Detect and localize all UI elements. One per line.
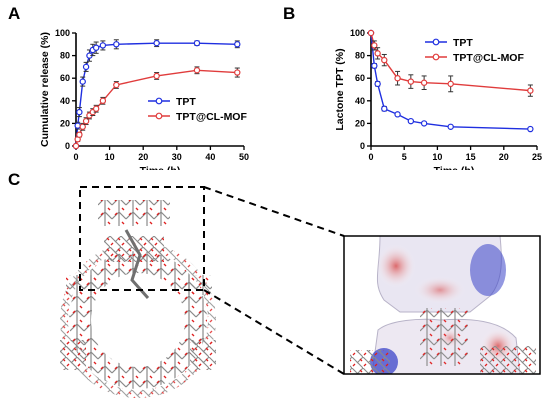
data-point — [92, 44, 100, 51]
y-tick-label: 60 — [60, 73, 70, 83]
legend-label: TPT@CL-MOF — [176, 111, 247, 123]
x-tick-label: 0 — [73, 152, 78, 162]
molecular-structure-figure — [60, 186, 541, 398]
x-axis-label: Time (h) — [434, 165, 475, 170]
data-point — [527, 87, 534, 94]
data-point — [381, 56, 388, 64]
y-tick-label: 60 — [355, 73, 365, 83]
framework-top-fragment — [98, 200, 170, 299]
data-point — [371, 62, 378, 69]
data-point — [381, 105, 388, 112]
series-tpt — [72, 39, 241, 150]
data-point — [113, 41, 120, 48]
data-point — [92, 105, 100, 112]
data-point — [394, 111, 401, 118]
y-tick-label: 20 — [60, 118, 70, 128]
y-tick-label: 40 — [60, 96, 70, 106]
chart-a-cumulative-release: 0 10 20 30 40 50 0 20 40 60 80 100 Time (h) Cumulativ… — [39, 28, 249, 170]
x-tick-label: 10 — [105, 152, 115, 162]
x-tick-label: 0 — [368, 152, 373, 162]
x-tick-label: 15 — [466, 152, 476, 162]
panel-label-c: C — [8, 170, 21, 189]
data-point — [527, 125, 534, 133]
data-point — [394, 74, 401, 82]
data-point — [374, 80, 381, 88]
series-tpt-cl-mof — [367, 29, 534, 97]
data-point — [407, 117, 415, 125]
data-point — [367, 29, 375, 37]
data-point — [447, 80, 454, 88]
y-axis-label: Cumulative release (%) — [39, 32, 51, 147]
y-tick-label: 100 — [55, 28, 70, 38]
data-point — [420, 120, 428, 127]
legend-marker — [155, 112, 163, 120]
y-tick-label: 40 — [355, 96, 365, 106]
data-point — [79, 123, 86, 130]
panel-label-b: B — [283, 4, 296, 23]
x-tick-label: 25 — [532, 152, 542, 162]
zoom-connector-bottom — [203, 289, 345, 375]
x-tick-label: 5 — [402, 152, 407, 162]
data-point — [193, 67, 201, 74]
legend-marker — [432, 38, 440, 46]
series-tpt-cl-mof — [72, 66, 241, 150]
x-tick-label: 20 — [499, 152, 509, 162]
data-point — [407, 78, 415, 85]
y-tick-label: 20 — [355, 118, 365, 128]
data-point — [420, 79, 428, 86]
x-tick-label: 30 — [172, 152, 182, 162]
data-point — [99, 42, 107, 49]
data-point — [234, 41, 241, 48]
series-line — [75, 69, 238, 147]
legend-label: TPT — [453, 37, 473, 49]
y-tick-label: 80 — [60, 51, 70, 61]
data-point — [193, 39, 201, 47]
framework-ring — [60, 242, 216, 398]
x-tick-label: 10 — [432, 152, 442, 162]
legend-label: TPT@CL-MOF — [453, 52, 524, 64]
y-axis-label: Lactone TPT (%) — [334, 48, 346, 130]
panel-label-a: A — [8, 4, 21, 23]
data-point — [374, 50, 381, 57]
zoom-connector-top — [203, 186, 345, 237]
data-point — [74, 122, 81, 129]
legend-label: TPT — [176, 96, 196, 108]
data-point — [113, 81, 120, 89]
x-tick-label: 20 — [138, 152, 148, 162]
data-point — [76, 131, 83, 138]
zoom-inset — [343, 235, 541, 375]
data-point — [79, 78, 86, 85]
selection-box — [79, 186, 205, 291]
series-tpt — [367, 29, 534, 133]
y-tick-label: 0 — [360, 141, 365, 151]
data-point — [99, 97, 107, 105]
y-tick-label: 0 — [65, 141, 70, 151]
legend-marker — [432, 53, 440, 61]
data-point — [371, 42, 378, 49]
data-point — [153, 72, 160, 80]
data-point — [82, 63, 90, 71]
x-tick-label: 40 — [205, 152, 215, 162]
data-point — [82, 117, 90, 125]
y-tick-label: 80 — [355, 51, 365, 61]
data-point — [447, 123, 454, 130]
data-point — [234, 69, 241, 76]
x-axis-label: Time (h) — [140, 165, 181, 170]
data-point — [76, 108, 83, 116]
data-point — [153, 39, 160, 47]
x-tick-label: 50 — [239, 152, 249, 162]
y-tick-label: 100 — [350, 28, 365, 38]
data-point — [72, 142, 80, 150]
legend-marker — [155, 97, 163, 105]
chart-b-lactone-tpt: 0 5 10 15 20 25 0 20 40 60 80 100 Time (h) Lactone TP… — [334, 28, 542, 170]
series-line — [75, 42, 238, 147]
